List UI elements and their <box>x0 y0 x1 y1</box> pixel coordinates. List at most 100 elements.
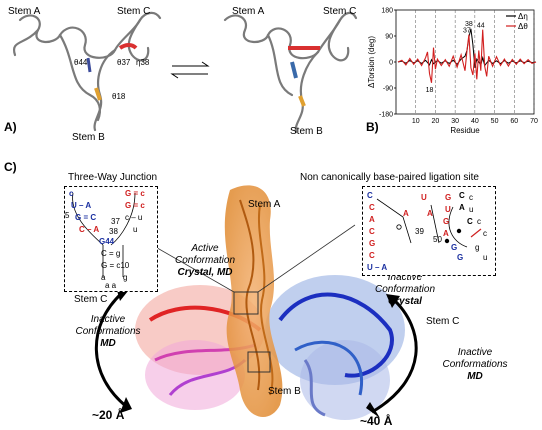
series-line-2 <box>397 29 537 83</box>
peak-annotation: 44 <box>477 23 485 30</box>
jx-g-c10: G = c10 <box>101 261 130 270</box>
jx-num-38: 38 <box>109 227 118 236</box>
lg-a2: A <box>403 209 409 218</box>
y-tick-label: 180 <box>381 8 393 15</box>
y-tick-label: 90 <box>385 34 393 41</box>
ligation-lines <box>376 198 482 248</box>
x-tick-label: 10 <box>412 118 420 125</box>
distance-left-label: ~20 Å <box>92 408 125 422</box>
inactive-rt-line1: Inactive <box>387 272 423 283</box>
lg-num39: 39 <box>415 227 424 236</box>
jx-c-top: c <box>69 189 74 198</box>
inactive-rb-line3: MD <box>467 371 483 382</box>
ligation-title: Non canonically base-paired ligation sit… <box>300 172 479 183</box>
jx-g-c: G = C <box>75 213 97 222</box>
active-line2: Conformation <box>174 255 236 266</box>
jx-c-a: C – A <box>79 225 100 234</box>
inactive-right-bottom-label: Inactive Conformations MD <box>435 347 515 383</box>
junction-lines <box>72 192 136 277</box>
panel-a-right-structure <box>223 11 358 134</box>
panel-a-left-structure <box>12 11 162 132</box>
inactive-rt-line3: Crystal <box>388 296 422 307</box>
panel-b-letter: B) <box>366 120 379 134</box>
jx-a-a: a a <box>105 281 117 290</box>
lg-g4: G <box>451 243 458 252</box>
x-tick-label: 20 <box>432 118 440 125</box>
jx-c-u: c – u <box>125 213 143 222</box>
lg-num50: 50 <box>433 235 442 244</box>
lg-a4: A <box>443 229 449 238</box>
jx-u-a: U – A <box>71 201 92 210</box>
panel-c-stem-c-left: Stem C <box>74 294 108 305</box>
lg-u-a: U – A <box>367 263 388 272</box>
lg-c2: C <box>369 203 375 212</box>
panel-c-stem-a: Stem A <box>248 199 281 210</box>
jx-num-5: 5 <box>65 211 70 220</box>
equilibrium-arrows <box>170 61 210 79</box>
lg-g1: G <box>369 239 376 248</box>
jx-c-g1: C = g <box>101 249 121 258</box>
jx-g-c-r2: G = c <box>125 201 145 210</box>
lg-c4: C <box>369 251 375 260</box>
lg-c9: c <box>483 229 487 238</box>
jx-g-ll: g <box>123 273 128 282</box>
x-tick-label: 30 <box>451 118 459 125</box>
x-tick-label: 70 <box>530 118 538 125</box>
distance-right-label: ~40 Å <box>360 414 393 428</box>
panel-a-letter: A) <box>4 120 17 134</box>
jx-g44: G44 <box>99 237 115 246</box>
panel-c-stem-c-right: Stem C <box>426 316 460 327</box>
panel-c-stem-b: Stem B <box>268 386 301 397</box>
panel-a-right-stem-a: Stem A <box>232 6 265 17</box>
lg-c5: C <box>459 191 465 200</box>
lg-g2: G <box>445 193 452 202</box>
panel-a-right-stem-b: Stem B <box>290 126 323 137</box>
y-tick-label: -180 <box>379 112 393 119</box>
lg-u4: u <box>483 253 488 262</box>
panel-a-left-stem-a: Stem A <box>8 6 41 17</box>
panel-a-left-stem-c: Stem C <box>117 6 151 17</box>
ligation-inset: C C A C G C U – A U A A G U 39 50 G A G … <box>362 186 496 276</box>
inactive-rb-line1: Inactive <box>457 347 493 358</box>
legend-label-1: Δη <box>518 12 528 21</box>
lg-g5: G <box>457 253 464 262</box>
lg-c6: c <box>469 193 473 202</box>
junction-title: Three-Way Junction <box>68 172 158 183</box>
inactive-rt-line2: Conformation <box>374 284 436 295</box>
y-axis-label: ΔTorsion (deg) <box>367 36 376 88</box>
x-tick-label: 40 <box>471 118 479 125</box>
lg-a1: A <box>369 215 375 224</box>
inactive-left-line3: MD <box>100 338 116 349</box>
active-line1: Active <box>191 243 219 254</box>
inactive-left-line2: Conformations <box>75 326 141 337</box>
lg-a5: A <box>459 203 465 212</box>
panel-a-theta37: θ37 <box>117 58 131 67</box>
active-conformation-label: Active Conformation Crystal, MD <box>165 243 245 279</box>
panel-a-left-stem-b: Stem B <box>72 132 105 143</box>
junction-inset: c U – A 5 G = C C – A G44 G = c G = c c … <box>64 186 158 292</box>
legend-label-2: Δθ <box>518 22 528 31</box>
lg-u3: u <box>469 205 474 214</box>
peak-annotation: 18 <box>426 87 434 94</box>
panel-a-theta44: θ44 <box>74 58 88 67</box>
lg-g3: G <box>443 217 450 226</box>
jx-u: u <box>133 225 138 234</box>
panel-a-theta18: θ18 <box>112 92 126 101</box>
torsion-chart: 10 20 30 40 50 60 70 -180 -90 0 90 180 Residue ΔTorsi… <box>367 8 538 136</box>
panel-a-right-stem-c: Stem C <box>323 6 357 17</box>
lg-u2: U <box>445 205 451 214</box>
jx-num-37: 37 <box>111 217 120 226</box>
panel-c-letter: C) <box>4 160 17 174</box>
y-tick-label: 0 <box>389 60 393 67</box>
lg-a3: A <box>427 209 433 218</box>
lg-c-top: C <box>367 191 373 200</box>
lg-g6: g <box>475 243 480 252</box>
inactive-rb-line2: Conformations <box>442 359 508 370</box>
lg-c3: C <box>369 227 375 236</box>
inactive-left-label: Inactive Conformations MD <box>68 314 148 350</box>
jx-a: a <box>101 273 106 282</box>
x-axis-label: Residue <box>450 126 480 135</box>
active-line3: Crystal, MD <box>177 267 233 278</box>
peak-annotation: 38 <box>465 21 473 28</box>
y-tick-label: -90 <box>383 86 393 93</box>
